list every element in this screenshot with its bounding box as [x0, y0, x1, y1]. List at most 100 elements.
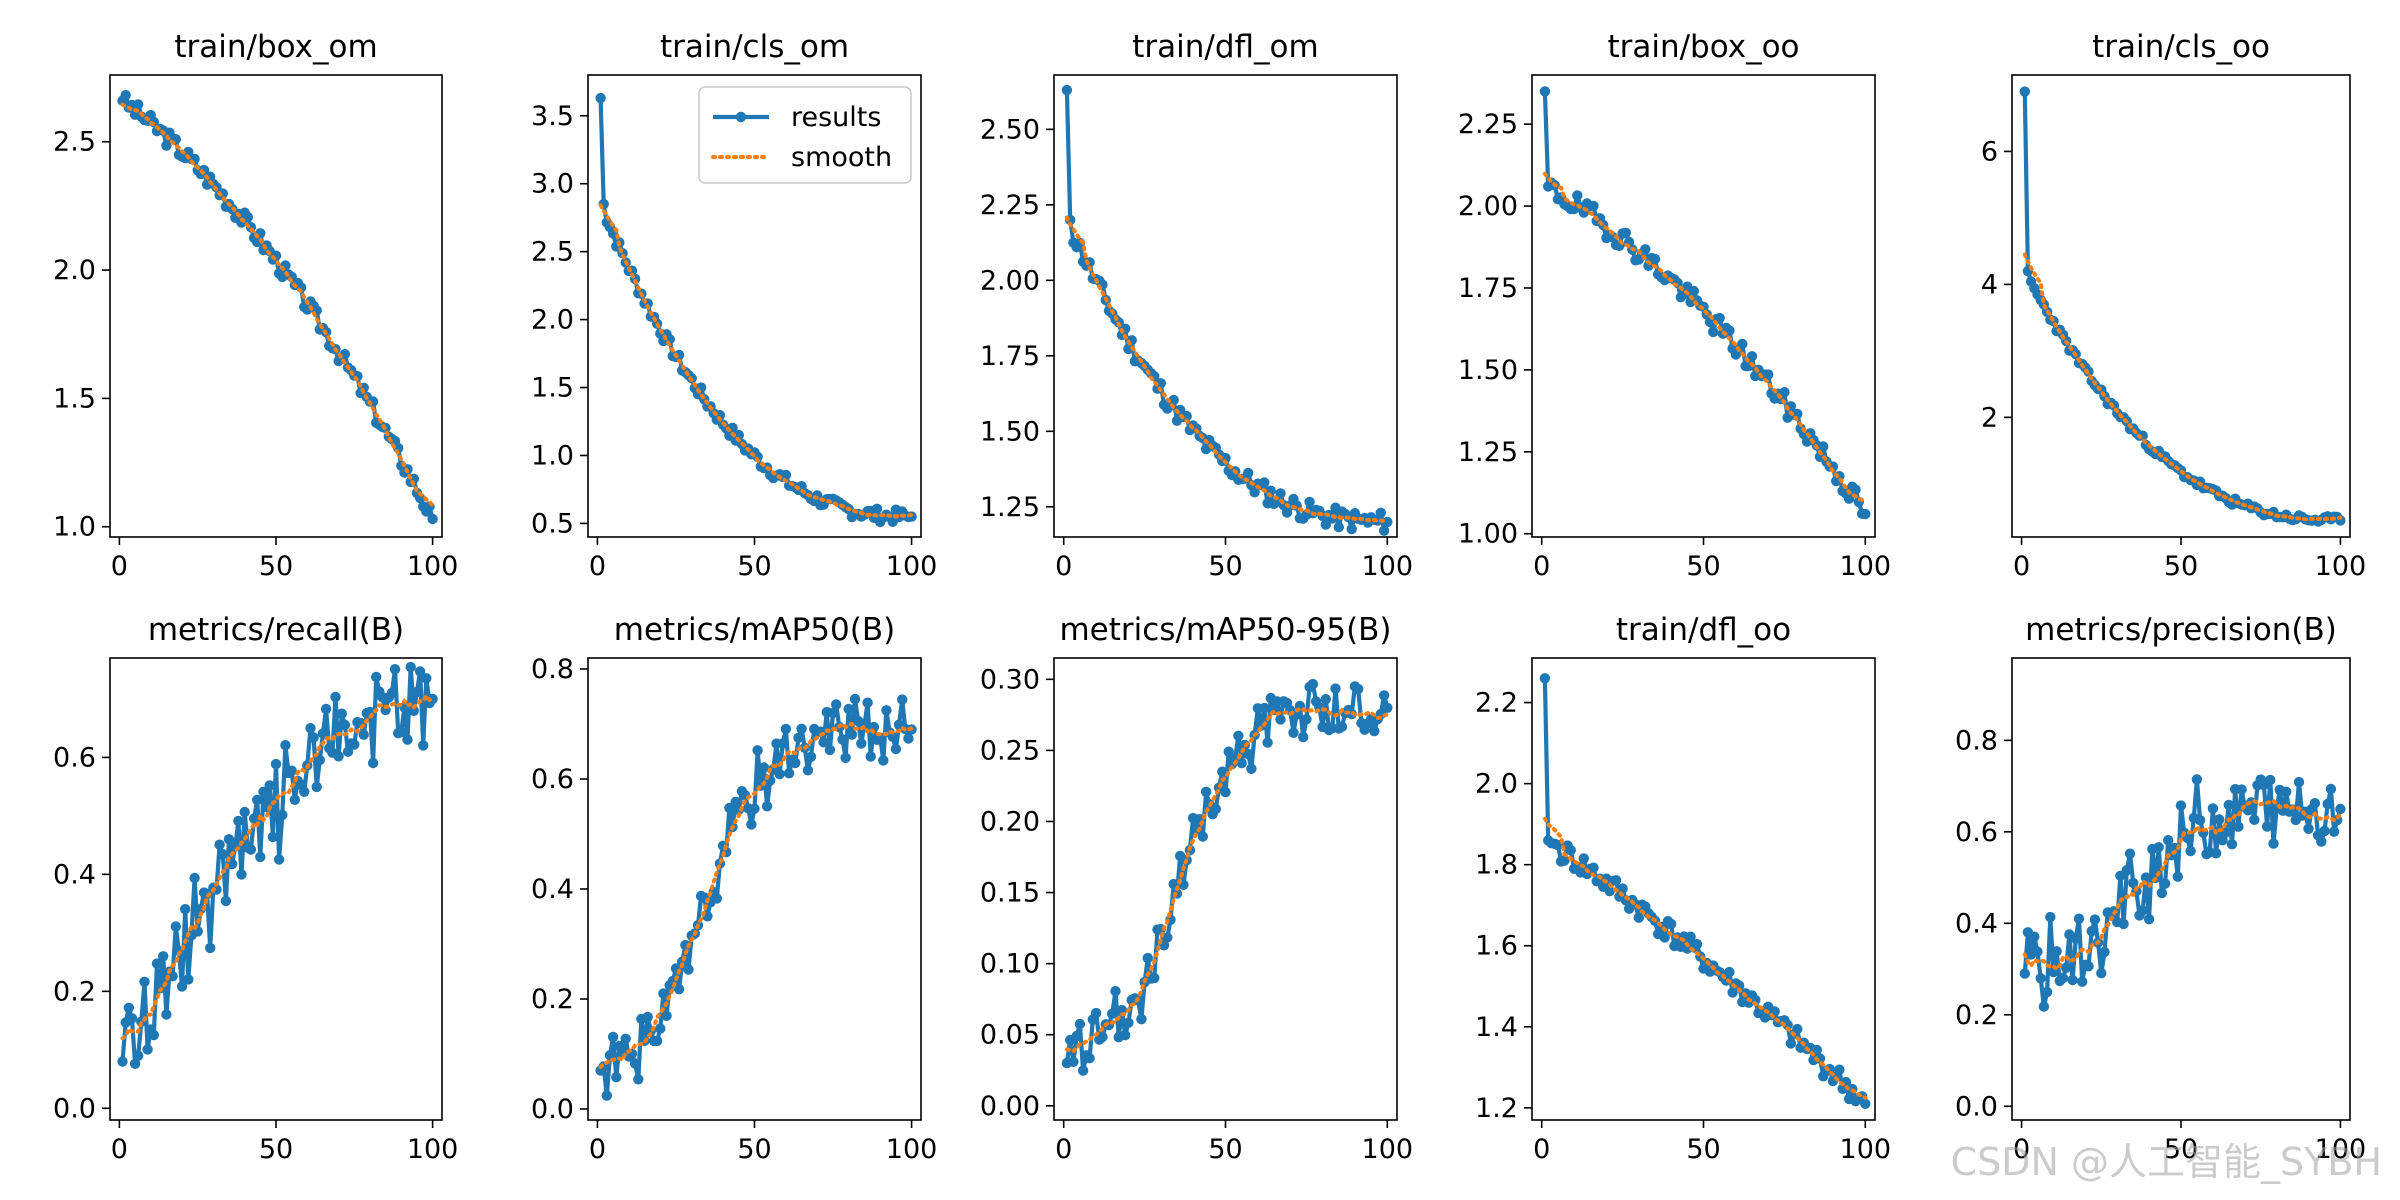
- x-tick-label: 100: [1840, 1134, 1892, 1165]
- results-point: [311, 781, 322, 793]
- results-point: [405, 661, 416, 673]
- smooth-line: [598, 721, 914, 1069]
- results-point: [780, 723, 792, 735]
- results-point: [1120, 1030, 1131, 1041]
- results-point: [777, 738, 788, 749]
- y-tick-label: 0.6: [1955, 817, 1998, 848]
- y-tick-label: 1.5: [531, 373, 574, 404]
- results-point: [1136, 1014, 1147, 1025]
- x-tick-label: 0: [1055, 1134, 1072, 1165]
- results-point: [2099, 946, 2110, 958]
- results-point: [1659, 932, 1670, 943]
- y-tick-label: 6: [1981, 136, 1998, 167]
- results-point: [1200, 786, 1212, 797]
- results-point: [2293, 776, 2305, 788]
- csdn-watermark: CSDN @人工智能_SYBH: [1950, 1140, 2382, 1184]
- results-point: [2210, 848, 2222, 859]
- y-tick-label: 0.0: [531, 1094, 574, 1125]
- y-tick-label: 2.5: [53, 127, 96, 158]
- subplot-title: metrics/recall(B): [148, 612, 404, 648]
- results-point: [2029, 931, 2040, 942]
- results-point: [421, 673, 432, 684]
- results-point: [2156, 887, 2168, 899]
- subplot-title: metrics/mAP50(B): [614, 612, 895, 648]
- results-point: [1304, 496, 1315, 508]
- results-point: [2089, 914, 2101, 925]
- results-point: [1539, 86, 1551, 97]
- y-tick-label: 1.75: [1458, 273, 1518, 304]
- results-point: [2319, 825, 2330, 837]
- results-point: [783, 768, 795, 779]
- y-tick-label: 0.0: [53, 1093, 96, 1124]
- results-point: [330, 691, 341, 703]
- results-point: [120, 90, 131, 101]
- results-point: [2194, 815, 2206, 826]
- y-tick-label: 0.8: [1955, 725, 1998, 756]
- y-tick-label: 2.5: [531, 237, 574, 268]
- results-point: [655, 1023, 666, 1034]
- y-tick-label: 0.0: [1955, 1091, 1998, 1122]
- results-point: [2137, 905, 2148, 916]
- results-point: [270, 758, 282, 770]
- results-point: [601, 1090, 612, 1101]
- results-point: [1746, 351, 1758, 362]
- results-point: [2077, 976, 2088, 987]
- results-point: [837, 734, 848, 745]
- results-point: [1162, 932, 1173, 943]
- results-point: [1818, 441, 1829, 452]
- results-point: [1665, 918, 1677, 930]
- results-point: [1259, 702, 1270, 714]
- results-point: [267, 831, 279, 843]
- results-point: [2261, 821, 2273, 832]
- results-point: [176, 981, 188, 992]
- results-line: [1542, 678, 1868, 1105]
- results-point: [1834, 1064, 1845, 1075]
- subplot-6: metrics/recall(B) 0 50 100 0.0 0.2 0.4 0.6: [53, 612, 458, 1165]
- y-tick-label: 1.75: [980, 341, 1040, 372]
- results-point: [856, 738, 867, 749]
- y-tick-label: 2.00: [1458, 191, 1518, 222]
- x-tick-label: 100: [407, 551, 459, 582]
- y-tick-label: 1.5: [53, 383, 96, 414]
- results-point: [1375, 507, 1387, 518]
- results-point: [2051, 946, 2062, 957]
- results-point: [1559, 855, 1570, 866]
- results-point: [2019, 968, 2031, 979]
- results-point: [2038, 1001, 2050, 1012]
- results-point: [1333, 522, 1345, 533]
- results-point: [1539, 673, 1551, 684]
- results-point: [320, 703, 332, 715]
- results-point: [1346, 523, 1357, 535]
- y-tick-label: 2.50: [980, 114, 1040, 145]
- x-tick-label: 50: [1208, 551, 1242, 582]
- x-tick-label: 0: [111, 551, 128, 582]
- results-point: [314, 754, 325, 766]
- results-point: [289, 794, 300, 805]
- y-tick-label: 1.6: [1475, 931, 1518, 962]
- results-point: [1307, 678, 1319, 690]
- results-point: [2045, 911, 2056, 923]
- results-point: [414, 666, 426, 677]
- y-tick-label: 3.0: [531, 169, 574, 200]
- results-point: [245, 844, 257, 855]
- results-point: [1155, 378, 1167, 389]
- results-point: [651, 1035, 663, 1047]
- results-point: [1262, 737, 1273, 748]
- results-point: [2265, 774, 2276, 786]
- y-tick-label: 0.8: [531, 654, 574, 685]
- results-point: [139, 976, 150, 987]
- results-point: [878, 755, 889, 766]
- results-point: [252, 794, 263, 806]
- results-point: [402, 734, 413, 745]
- results-point: [2086, 926, 2097, 937]
- legend-results-label: results: [791, 102, 881, 133]
- results-point: [890, 743, 902, 755]
- results-point: [2143, 914, 2155, 925]
- y-tick-label: 1.4: [1475, 1012, 1518, 1043]
- smooth-line: [1542, 171, 1868, 503]
- results-point: [1565, 845, 1577, 856]
- x-tick-label: 0: [1055, 551, 1072, 582]
- results-point: [308, 732, 319, 743]
- results-point: [897, 694, 908, 705]
- results-point: [1275, 714, 1286, 725]
